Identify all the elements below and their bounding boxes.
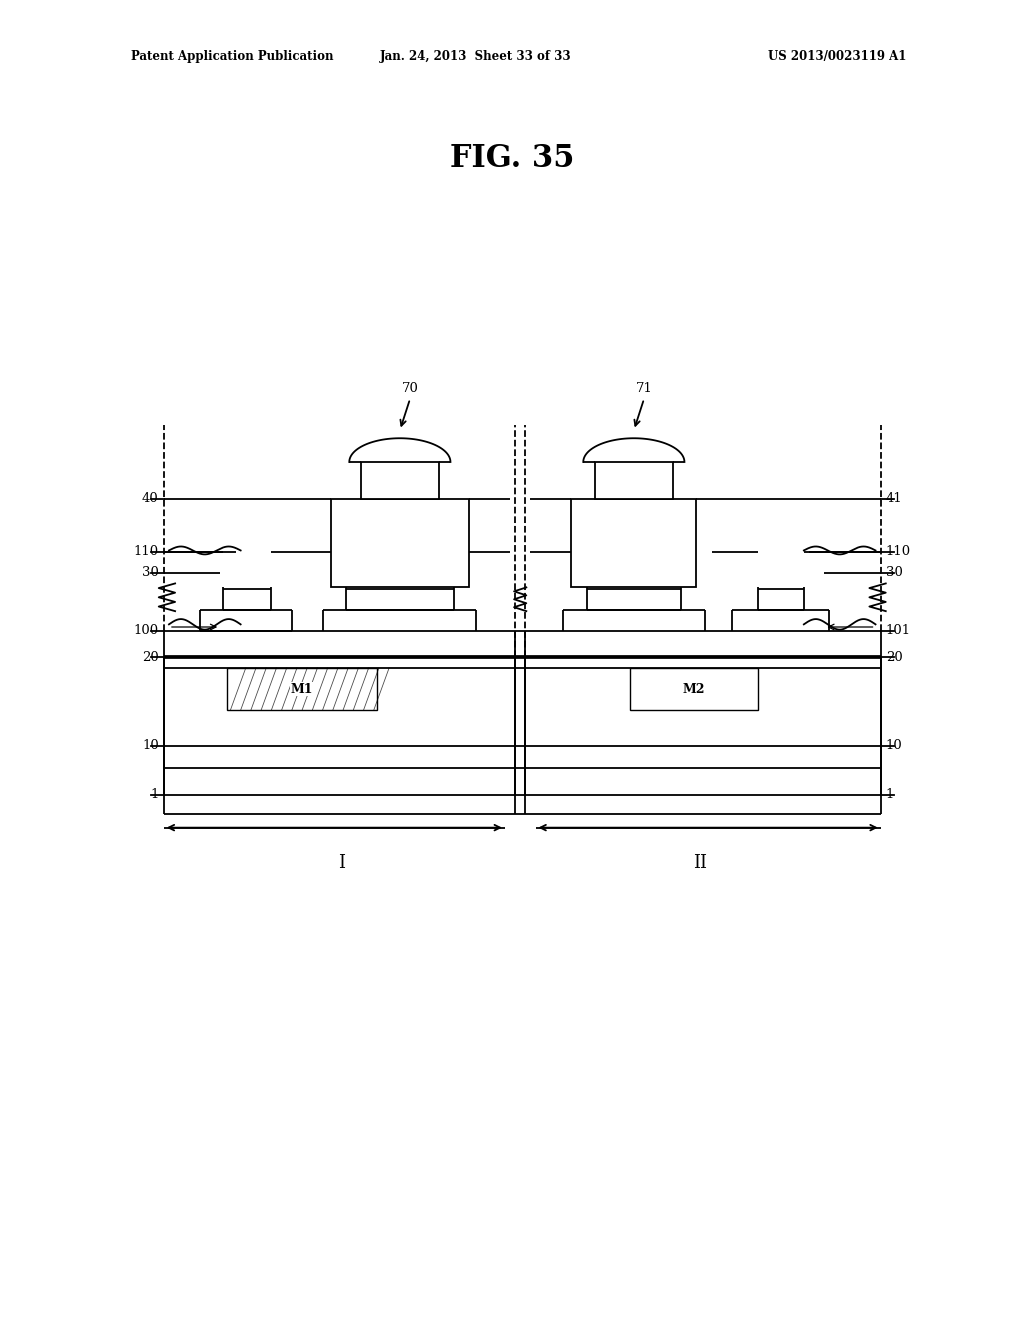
Text: 100: 100 [133, 624, 159, 638]
Text: Patent Application Publication: Patent Application Publication [131, 50, 334, 63]
Text: 41: 41 [886, 492, 902, 506]
Text: 110: 110 [886, 545, 911, 558]
Text: US 2013/0023119 A1: US 2013/0023119 A1 [768, 50, 906, 63]
Text: 20: 20 [886, 651, 902, 664]
Text: Jan. 24, 2013  Sheet 33 of 33: Jan. 24, 2013 Sheet 33 of 33 [380, 50, 572, 63]
Text: 1: 1 [151, 788, 159, 801]
Text: 1: 1 [886, 788, 894, 801]
Text: 71: 71 [636, 381, 652, 395]
Text: 20: 20 [142, 651, 159, 664]
Bar [227, 668, 377, 710]
Text: 101: 101 [886, 624, 911, 638]
Text: 30: 30 [142, 566, 159, 579]
Text: I: I [339, 854, 345, 873]
Text: 10: 10 [142, 739, 159, 752]
Text: M2: M2 [683, 682, 705, 696]
Text: FIG. 35: FIG. 35 [450, 143, 574, 174]
Text: 110: 110 [133, 545, 159, 558]
Bar [595, 462, 673, 499]
Bar [361, 462, 438, 499]
Text: 30: 30 [886, 566, 902, 579]
Text: 40: 40 [142, 492, 159, 506]
Text: 10: 10 [886, 739, 902, 752]
Bar [630, 668, 758, 710]
Text: 70: 70 [401, 381, 419, 395]
Bar [331, 499, 469, 587]
Text: II: II [693, 854, 708, 873]
Bar [571, 499, 696, 587]
Text: M1: M1 [291, 682, 313, 696]
